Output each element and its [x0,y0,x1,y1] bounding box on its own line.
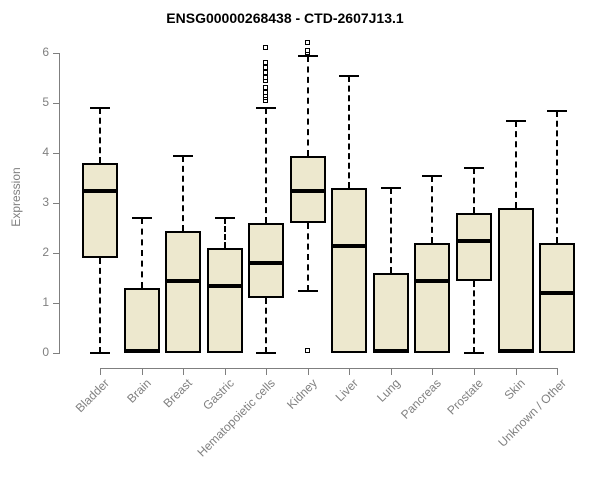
x-axis-tick [432,369,433,375]
upper-whisker-line [556,110,558,243]
upper-whisker-line [99,108,101,163]
lower-whisker-line [99,258,101,353]
chart-title: ENSG00000268438 - CTD-2607J13.1 [166,10,404,26]
upper-whisker-cap [547,109,567,112]
median-bar [124,348,160,353]
y-axis-tick [53,353,59,354]
upper-whisker-cap [464,167,484,169]
x-axis-tick [266,369,267,375]
y-tick-label: 6 [42,45,49,59]
y-tick-label: 0 [42,345,49,359]
upper-whisker-line [224,218,226,248]
y-axis-line [59,53,60,354]
median-bar [498,348,534,353]
y-axis-tick [53,303,59,304]
outlier-point [263,75,268,80]
upper-whisker-cap [422,174,442,177]
upper-whisker-cap [298,54,318,57]
x-axis-tick [142,369,143,375]
x-axis-tick [100,369,101,375]
box-skin [498,208,534,353]
upper-whisker-cap [256,107,276,109]
upper-whisker-line [265,108,267,223]
outlier-point [263,60,268,65]
upper-whisker-cap [132,217,152,219]
box-brain [124,288,160,353]
outlier-point [305,347,310,353]
median-bar [414,278,450,283]
y-axis-tick [53,253,59,254]
median-bar [165,278,201,283]
x-axis-tick [349,369,350,375]
x-axis-tick [474,369,475,375]
median-bar [331,243,367,248]
upper-whisker-cap [173,154,193,157]
x-axis-tick [308,369,309,375]
box-pancreas [414,243,450,353]
upper-whisker-line [515,120,517,208]
lower-whisker-cap [298,289,318,292]
outlier-point [263,70,268,75]
upper-whisker-line [473,168,475,213]
upper-whisker-cap [381,187,401,189]
x-axis-tick [557,369,558,375]
median-bar [539,291,575,295]
median-bar [373,348,409,353]
x-axis-line [100,368,559,369]
y-tick-label: 5 [42,95,49,109]
box-unknown-other [539,243,575,353]
upper-whisker-cap [90,107,110,109]
outlier-point [305,47,310,53]
upper-whisker-line [307,55,309,156]
lower-whisker-cap [90,352,110,354]
median-bar [207,283,243,288]
y-axis-tick [53,203,59,204]
upper-whisker-line [141,218,143,288]
lower-whisker-line [307,223,309,291]
y-tick-label: 3 [42,195,49,209]
median-bar [290,188,326,193]
box-breast [165,230,201,353]
box-prostate [456,213,492,281]
y-tick-label: 4 [42,145,49,159]
upper-whisker-line [390,188,392,273]
box-gastric [207,248,243,353]
y-tick-label: 1 [42,295,49,309]
outlier-point [263,90,268,95]
box-bladder [82,163,118,258]
median-bar [456,238,492,243]
x-axis-tick [516,369,517,375]
y-axis-tick [53,53,59,54]
box-hematopoietic-cells [248,223,284,298]
outlier-point [305,40,310,45]
y-axis-tick [53,103,59,104]
outlier-point [263,85,268,90]
median-bar [82,188,118,193]
lower-whisker-cap [464,352,484,354]
y-axis-tick [53,153,59,154]
x-axis-tick [183,369,184,375]
y-tick-label: 2 [42,245,49,259]
lower-whisker-line [473,280,475,353]
upper-whisker-cap [339,74,359,77]
upper-whisker-cap [215,217,235,219]
box-liver [331,188,367,353]
upper-whisker-line [182,155,184,231]
upper-whisker-line [431,175,433,243]
upper-whisker-cap [506,119,526,122]
lower-whisker-line [265,298,267,353]
outlier-point [263,45,268,50]
lower-whisker-cap [256,352,276,354]
x-axis-tick [225,369,226,375]
outlier-point [263,65,268,70]
median-bar [248,261,284,265]
box-lung [373,273,409,353]
upper-whisker-line [348,75,350,188]
x-axis-tick [391,369,392,375]
